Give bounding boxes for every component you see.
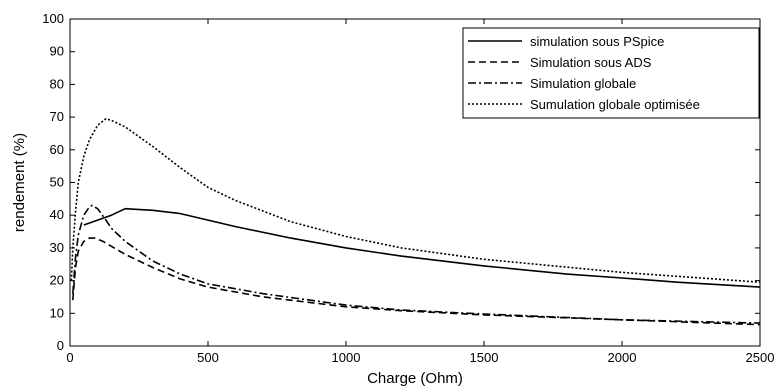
series-line-2 bbox=[72, 237, 761, 326]
ticks-layer: 0 500 1000 1500 2000 2500 0 10 20 30 40 50 60 70 80 90 1… bbox=[42, 11, 774, 365]
x-tick-label: 500 bbox=[197, 350, 219, 365]
legend-label-2: Simulation sous ADS bbox=[530, 55, 652, 70]
y-tick-label: 60 bbox=[50, 142, 64, 157]
y-tick-label: 100 bbox=[42, 11, 64, 26]
x-axis-label: Charge (Ohm) bbox=[367, 370, 463, 387]
series-layer bbox=[70, 117, 761, 326]
x-tick-label: 2000 bbox=[608, 350, 637, 365]
y-tick-label: 70 bbox=[50, 109, 64, 124]
y-tick-label: 0 bbox=[57, 338, 64, 353]
y-tick-label: 30 bbox=[50, 240, 64, 255]
y-tick-label: 50 bbox=[50, 175, 64, 190]
x-tick-label: 2500 bbox=[746, 350, 775, 365]
y-tick-label: 40 bbox=[50, 207, 64, 222]
series-line-3 bbox=[72, 204, 761, 324]
y-tick-label: 90 bbox=[50, 44, 64, 59]
y-tick-label: 80 bbox=[50, 76, 64, 91]
legend-label-1: simulation sous PSpice bbox=[530, 34, 664, 49]
x-tick-label: 1500 bbox=[470, 350, 499, 365]
x-tick-label: 0 bbox=[66, 350, 73, 365]
y-tick-label: 10 bbox=[50, 305, 64, 320]
legend-label-3: Simulation globale bbox=[530, 76, 636, 91]
legend-label-4: Sumulation globale optimisée bbox=[530, 97, 700, 112]
y-axis-label: rendement (%) bbox=[11, 133, 28, 232]
legend: simulation sous PSpice Simulation sous AD… bbox=[462, 27, 760, 119]
series-line-1 bbox=[83, 207, 761, 288]
legend-box bbox=[462, 27, 760, 119]
y-tick-label: 20 bbox=[50, 273, 64, 288]
x-tick-label: 1000 bbox=[332, 350, 361, 365]
